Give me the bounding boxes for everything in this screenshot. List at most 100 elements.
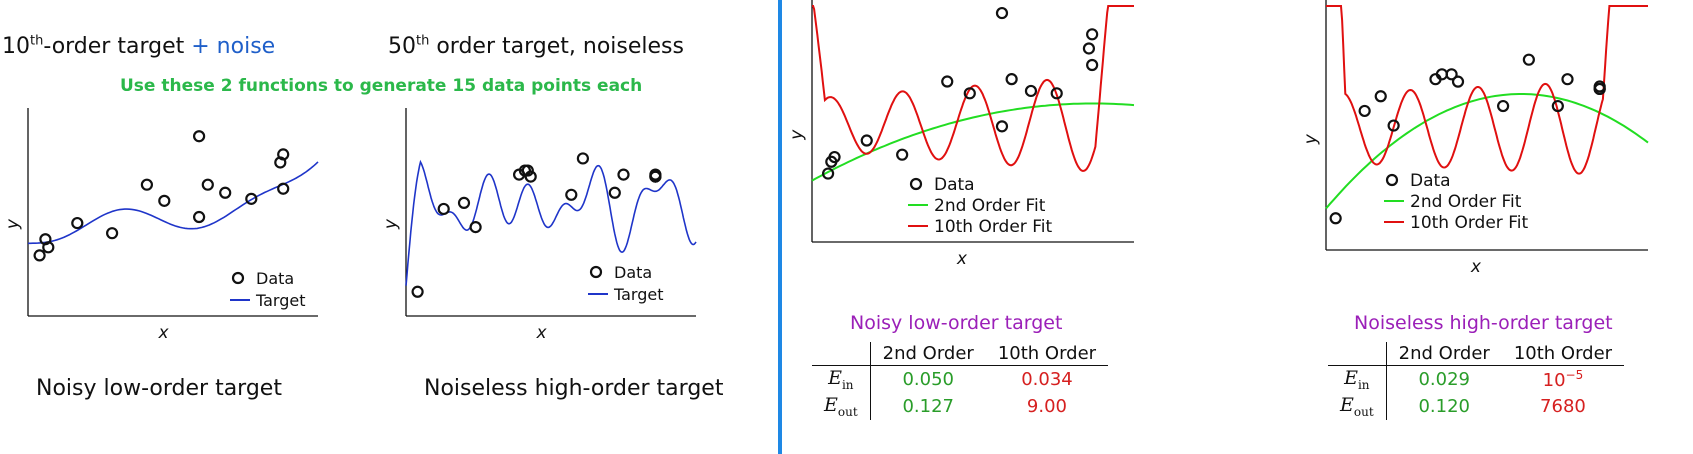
target-curve bbox=[405, 159, 697, 286]
data-point bbox=[245, 192, 258, 205]
data-point bbox=[576, 152, 589, 165]
data-point bbox=[411, 285, 424, 298]
data-point bbox=[1329, 212, 1342, 225]
y-axis-label: y bbox=[3, 218, 23, 230]
data-point bbox=[1358, 104, 1371, 118]
power-exp: −5 bbox=[1565, 367, 1584, 382]
cell-value: 9.00 bbox=[1026, 395, 1067, 417]
cell-value: 0.034 bbox=[1021, 368, 1073, 390]
data-point bbox=[193, 130, 206, 143]
data-point bbox=[457, 196, 471, 209]
y-axis-label: y bbox=[381, 218, 401, 230]
table-corner bbox=[812, 342, 871, 366]
data-point bbox=[201, 178, 214, 191]
row-header-eout: Eout bbox=[812, 392, 871, 420]
instruction-text: Use these 2 functions to generate 15 dat… bbox=[120, 76, 643, 96]
y-axis-label: y bbox=[787, 129, 807, 141]
table-title-noiseless: Noiseless high-order target bbox=[1354, 312, 1613, 334]
data-point bbox=[896, 148, 909, 161]
title2-base: 50 bbox=[388, 34, 416, 59]
chart-noiseless-target: x y Data Target bbox=[381, 108, 697, 343]
cell-value: 0.050 bbox=[902, 368, 954, 390]
data-point bbox=[828, 150, 841, 164]
col-header: 10th Order bbox=[985, 342, 1109, 366]
legend-label: 10th Order Fit bbox=[1410, 213, 1528, 233]
cell-value: 10−5 bbox=[1502, 366, 1624, 393]
row-sub: out bbox=[837, 404, 858, 419]
row-sub: out bbox=[1353, 404, 1374, 419]
power-base: 10 bbox=[1542, 369, 1566, 391]
data-point bbox=[1374, 90, 1387, 103]
data-point bbox=[1451, 75, 1465, 88]
caption-noisy: Noisy low-order target bbox=[36, 376, 282, 401]
data-point bbox=[608, 186, 621, 199]
legend-label: Target bbox=[613, 285, 664, 304]
data-point bbox=[1522, 53, 1535, 66]
data-point bbox=[822, 167, 835, 180]
legend-marker-data bbox=[1385, 173, 1399, 187]
data-point bbox=[71, 216, 84, 230]
data-point bbox=[995, 6, 1009, 20]
data-point bbox=[193, 210, 206, 224]
title2-sup: th bbox=[416, 33, 430, 49]
data-point bbox=[1387, 119, 1400, 132]
legend-marker-data bbox=[909, 177, 923, 191]
data-point bbox=[158, 194, 171, 207]
target-curve bbox=[28, 161, 319, 245]
legend-label: 10th Order Fit bbox=[934, 217, 1052, 237]
data-point bbox=[1497, 99, 1510, 113]
fit10-curve bbox=[812, 5, 1134, 172]
caption-noiseless: Noiseless high-order target bbox=[424, 376, 724, 401]
title1-plus-noise: + noise bbox=[191, 34, 276, 59]
data-point bbox=[469, 221, 482, 234]
data-point bbox=[1005, 73, 1018, 86]
cell-value: 0.120 bbox=[1418, 395, 1470, 417]
data-point bbox=[995, 120, 1009, 133]
legend-label: 2nd Order Fit bbox=[934, 196, 1046, 216]
legend-marker-data bbox=[589, 265, 603, 279]
legend-label: Data bbox=[614, 263, 652, 282]
row-sub: in bbox=[841, 377, 854, 392]
data-point bbox=[1445, 68, 1458, 81]
legend-marker-data bbox=[231, 271, 245, 285]
error-table-noisy: 2nd Order 10th Order Ein 0.050 0.034 Eou… bbox=[812, 342, 1109, 420]
data-point bbox=[1082, 42, 1096, 55]
col-header: 2nd Order bbox=[870, 342, 986, 366]
chart-noisy-target: x y Data Target bbox=[3, 108, 319, 343]
data-point bbox=[941, 75, 954, 88]
data-point bbox=[860, 134, 873, 147]
fit10-curve bbox=[1326, 5, 1648, 175]
row-header-eout: Eout bbox=[1328, 392, 1387, 420]
row-label: E bbox=[824, 393, 838, 416]
data-point bbox=[963, 87, 976, 100]
row-header-ein: Ein bbox=[1328, 365, 1387, 393]
data-point bbox=[1086, 28, 1099, 41]
x-axis-label: x bbox=[1470, 257, 1482, 277]
row-label: E bbox=[828, 367, 842, 389]
cell-value: 0.127 bbox=[902, 395, 954, 417]
data-point bbox=[521, 164, 534, 177]
data-point bbox=[565, 188, 578, 201]
data-point bbox=[1593, 82, 1606, 96]
row-sub: in bbox=[1357, 377, 1370, 392]
x-axis-label: x bbox=[158, 323, 170, 343]
title-high-order: 50th order target, noiseless bbox=[388, 34, 684, 59]
legend-label: Data bbox=[1410, 171, 1451, 191]
error-table-noiseless: 2nd Order 10th Order Ein 0.029 10−5 Eout… bbox=[1328, 342, 1625, 420]
fit2-curve bbox=[1325, 93, 1649, 210]
data-point bbox=[277, 182, 290, 195]
table-title-noisy: Noisy low-order target bbox=[850, 312, 1063, 334]
table-corner bbox=[1328, 342, 1387, 366]
data-point bbox=[140, 178, 154, 191]
data-point bbox=[649, 170, 662, 183]
legend-label: Target bbox=[255, 291, 306, 310]
y-axis-label: y bbox=[1301, 133, 1321, 145]
cell-value: 7680 bbox=[1540, 395, 1586, 417]
col-header: 10th Order bbox=[1501, 342, 1625, 366]
title1-rest: -order target bbox=[43, 34, 185, 59]
legend-label: Data bbox=[256, 269, 294, 288]
row-label: E bbox=[1344, 367, 1358, 389]
data-point bbox=[33, 249, 46, 262]
